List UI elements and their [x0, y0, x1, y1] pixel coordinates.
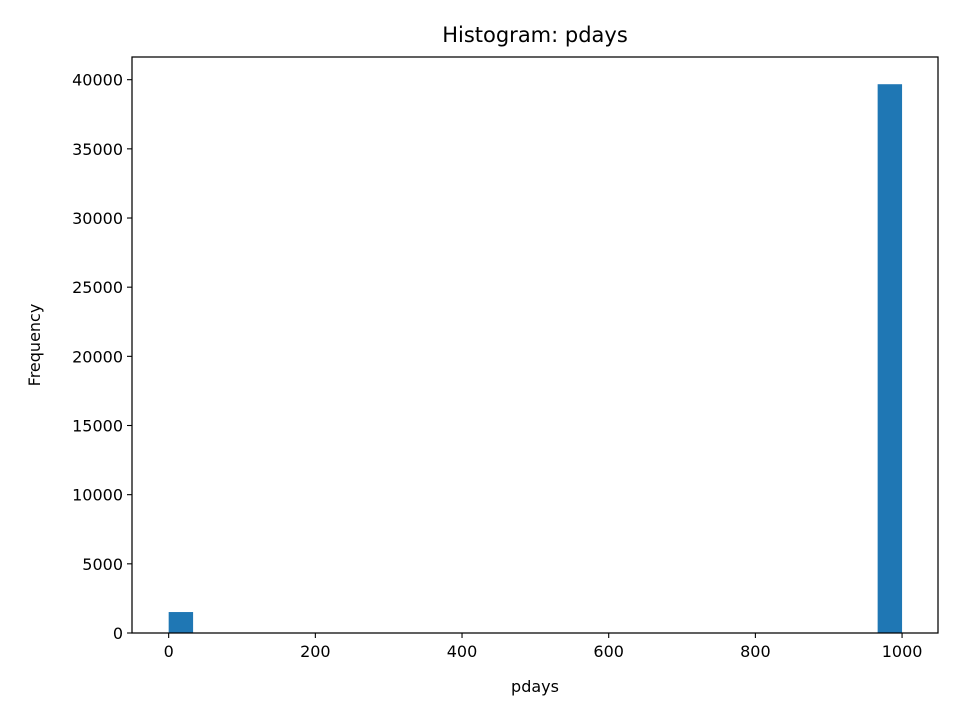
y-tick-label: 5000 — [82, 555, 123, 574]
y-axis-ticks: 0 5000 10000 15000 20000 25000 30000 35000 40000 — [72, 71, 132, 643]
bars-group — [168, 84, 903, 633]
chart-title: Histogram: pdays — [442, 23, 628, 47]
y-tick-label: 25000 — [72, 278, 123, 297]
x-tick-label: 800 — [740, 642, 771, 661]
x-tick-label: 0 — [164, 642, 174, 661]
y-tick-label: 40000 — [72, 71, 123, 90]
y-tick-label: 0 — [113, 624, 123, 643]
x-tick-label: 1000 — [882, 642, 923, 661]
plot-frame — [131, 56, 939, 634]
y-tick-label: 35000 — [72, 140, 123, 159]
x-tick-label: 400 — [447, 642, 478, 661]
x-axis-ticks: 0 200 400 600 800 1000 — [164, 633, 923, 661]
y-tick-label: 20000 — [72, 347, 123, 366]
y-tick-label: 15000 — [72, 417, 123, 436]
x-axis-label: pdays — [511, 677, 559, 696]
histogram-bar-0 — [168, 612, 194, 633]
y-tick-label: 10000 — [72, 486, 123, 505]
x-tick-label: 600 — [593, 642, 624, 661]
y-tick-label: 30000 — [72, 209, 123, 228]
histogram-bar-1 — [877, 84, 903, 633]
x-tick-label: 200 — [300, 642, 331, 661]
y-axis-label: Frequency — [25, 304, 44, 387]
